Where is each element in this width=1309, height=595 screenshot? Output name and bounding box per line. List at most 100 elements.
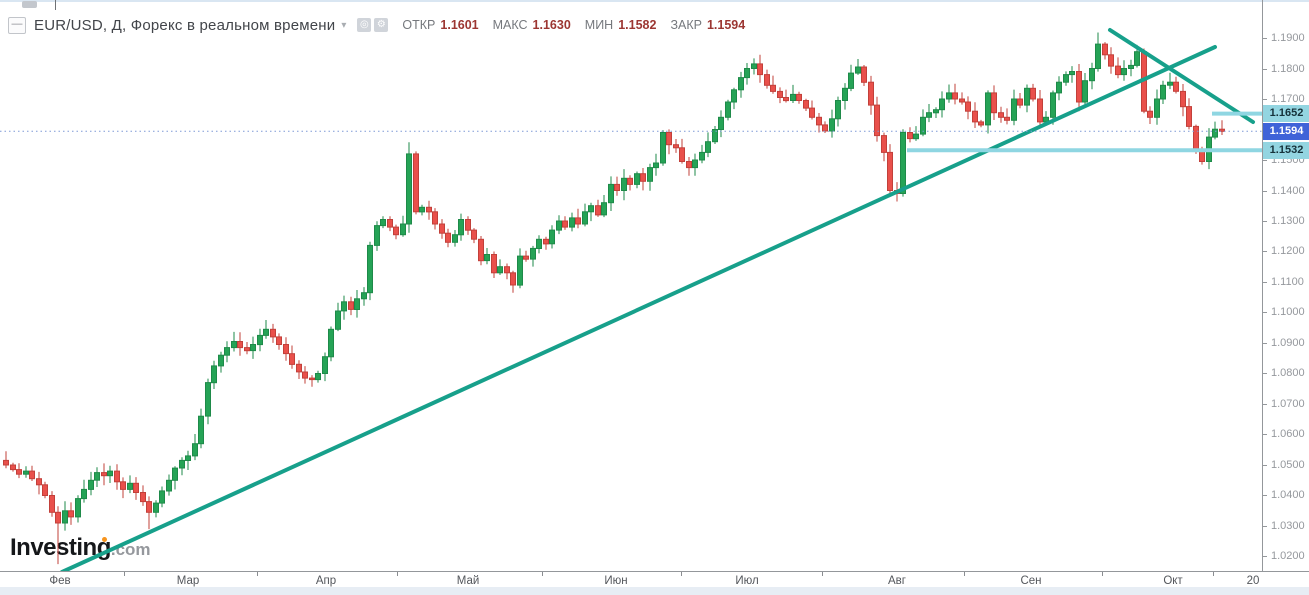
candle-body (1069, 71, 1075, 76)
candle-body (1186, 106, 1192, 127)
candle-body (985, 92, 991, 126)
price-tick (1263, 99, 1267, 100)
candle-body (933, 109, 939, 114)
trendline[interactable] (1108, 28, 1255, 124)
candle-body (530, 247, 536, 260)
month-tick (1102, 572, 1103, 576)
candle-body (562, 220, 568, 228)
candle-body (595, 205, 601, 216)
ohlc-readout: ОТКР 1.1601 МАКС 1.1630 МИН 1.1582 ЗАКР 1.15… (402, 18, 745, 32)
price-label: 1.1800 (1271, 63, 1305, 75)
candle-body (907, 132, 913, 140)
candle-body (354, 298, 360, 310)
price-tick (1263, 495, 1267, 496)
symbol-title[interactable]: EUR/USD, Д, Форекс в реальном времени (34, 16, 336, 34)
candle-body (543, 238, 549, 245)
price-label: 1.0400 (1271, 489, 1305, 501)
candle-body (848, 72, 854, 89)
candle-body (900, 132, 906, 194)
bottom-scroll-strip[interactable] (0, 587, 1309, 595)
month-label: Авг (888, 575, 906, 587)
price-label: 1.0800 (1271, 367, 1305, 379)
open-value: 1.1601 (440, 18, 479, 32)
candle-body (29, 470, 35, 480)
candle-body (692, 159, 698, 169)
candle-body (283, 344, 289, 355)
candle-body (881, 135, 887, 153)
scrollbar-nub[interactable] (22, 1, 37, 8)
candle-body (601, 202, 607, 216)
candle-body (569, 217, 575, 228)
candle-body (1160, 84, 1166, 100)
candle-body (803, 100, 809, 109)
candle-body (491, 254, 497, 274)
price-tick (1263, 556, 1267, 557)
month-tick (681, 572, 682, 576)
candle-body (965, 101, 971, 112)
settings-gear-icon[interactable]: ⚙ (374, 18, 389, 32)
candle-body (413, 153, 419, 213)
price-label: 1.1700 (1271, 93, 1305, 105)
candle-body (348, 301, 354, 310)
high-label: МАКС (492, 18, 528, 32)
candle-body (660, 132, 666, 164)
time-axis[interactable]: Фев Мар Апр Май Июн Июл Авг Сен Окт 20 (0, 571, 1309, 588)
level-price-badge: 1.1652 (1263, 105, 1309, 122)
candle-body (621, 177, 627, 192)
month-label: Май (456, 575, 480, 587)
candle-body (1173, 81, 1179, 92)
candle-body (510, 272, 516, 286)
month-label: Мар (176, 575, 200, 587)
candle-body (842, 87, 848, 102)
candle-body (1095, 43, 1101, 69)
candle-body (556, 220, 562, 231)
candle-body (1089, 68, 1095, 82)
candle-body (634, 173, 640, 185)
candle-body (309, 377, 315, 381)
candle-body (387, 219, 393, 228)
candle-body (861, 66, 867, 83)
candle-body (198, 415, 204, 445)
price-label: 1.0300 (1271, 520, 1305, 532)
candle-body (75, 498, 81, 518)
candle-body (783, 97, 789, 102)
price-axis[interactable]: 1.1900 1.1800 1.1700 1.1500 1.1400 1.1300 1.12… (1262, 0, 1309, 571)
candle-body (367, 244, 373, 294)
candle-body (322, 356, 328, 375)
candle-body (1128, 64, 1134, 70)
low-value: 1.1582 (618, 18, 657, 32)
trendline[interactable] (60, 45, 1217, 571)
candle-body (1180, 90, 1186, 108)
candle-body (790, 93, 796, 102)
candle-body (1154, 98, 1160, 118)
candle-body (1050, 92, 1056, 118)
candle-body (393, 226, 399, 236)
corner-tick (55, 0, 56, 10)
candle-body (153, 502, 159, 513)
candle-body (445, 232, 451, 243)
price-tick (1263, 38, 1267, 39)
candle-body (101, 472, 107, 477)
candle-body (1082, 80, 1088, 103)
candle-body (1219, 128, 1225, 132)
candle-body (666, 132, 672, 146)
candle-body (81, 488, 87, 500)
chevron-down-icon[interactable]: ▾ (341, 19, 347, 31)
snapshot-icon[interactable]: ◎ (357, 18, 372, 32)
collapse-icon[interactable]: — (8, 16, 26, 34)
candle-body (614, 183, 620, 191)
price-chart-area[interactable]: Investing.com (0, 0, 1262, 571)
candle-body (582, 211, 588, 225)
candle-body (263, 328, 269, 336)
candle-body (829, 118, 835, 132)
candle-body (1056, 81, 1062, 94)
candle-body (458, 219, 464, 236)
candle-body (497, 266, 503, 274)
candlestick-chart[interactable] (0, 0, 1262, 571)
price-tick (1263, 191, 1267, 192)
candle-body (465, 219, 471, 231)
price-label: 1.1300 (1271, 215, 1305, 227)
month-label: Фев (49, 575, 71, 587)
price-label: 1.0700 (1271, 398, 1305, 410)
